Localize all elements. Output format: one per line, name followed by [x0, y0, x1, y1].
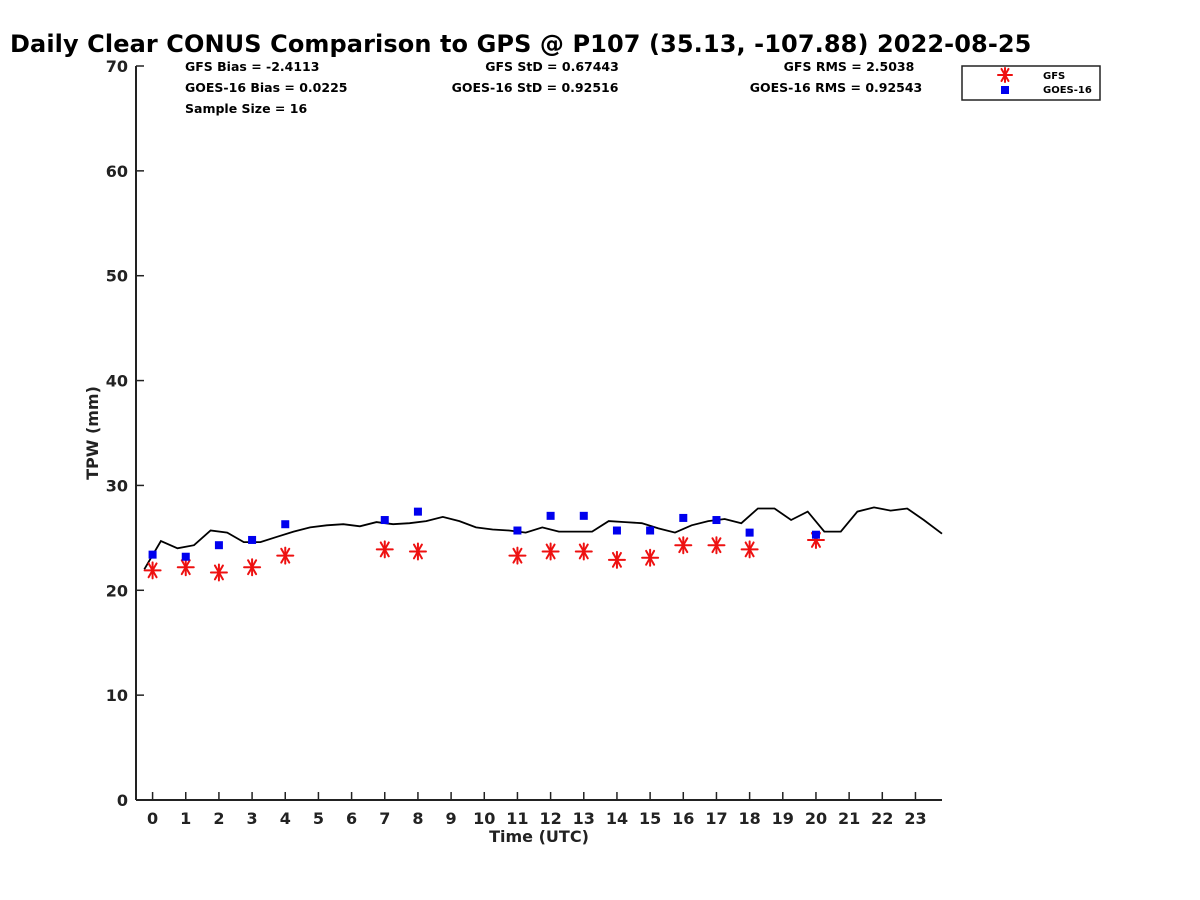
x-tick-label: 12	[539, 809, 561, 828]
x-tick-label: 17	[705, 809, 727, 828]
x-tick-label: 18	[738, 809, 760, 828]
goes16-point	[181, 552, 190, 561]
y-tick-label: 20	[106, 581, 128, 600]
gfs-point	[209, 563, 228, 582]
x-tick-label: 19	[772, 809, 794, 828]
y-tick-label: 0	[117, 791, 128, 810]
goes16-point	[281, 520, 290, 529]
x-tick-label: 3	[247, 809, 258, 828]
gfs-point	[143, 561, 162, 580]
goes-bias-text: GOES-16 Bias = 0.0225	[185, 80, 347, 95]
x-tick-label: 14	[606, 809, 628, 828]
gfs-point	[408, 542, 427, 561]
gfs-point	[641, 548, 660, 567]
legend: GFS GOES-16	[961, 65, 1101, 101]
y-axis-label: TPW (mm)	[83, 386, 102, 480]
gfs-point	[276, 546, 295, 565]
gfs-point	[607, 550, 626, 569]
x-tick-label: 4	[280, 809, 291, 828]
x-tick-label: 5	[313, 809, 324, 828]
gps-line	[143, 506, 943, 570]
gfs-point	[243, 558, 262, 577]
goes16-point	[646, 526, 655, 535]
y-ticks: 0 10 20 30 40 50 60 70	[106, 57, 144, 810]
goes16-point	[546, 511, 555, 520]
x-tick-label: 11	[506, 809, 528, 828]
x-tick-label: 0	[147, 809, 158, 828]
x-tick-label: 20	[805, 809, 827, 828]
y-tick-label: 30	[106, 476, 128, 495]
x-tick-label: 15	[639, 809, 661, 828]
x-tick-label: 13	[573, 809, 595, 828]
gfs-point	[707, 536, 726, 555]
x-tick-label: 9	[446, 809, 457, 828]
y-tick-label: 40	[106, 372, 128, 391]
legend-gfs-asterisk	[997, 67, 1013, 83]
goes16-point	[148, 550, 157, 559]
gfs-point	[740, 540, 759, 559]
gfs-point	[508, 546, 527, 565]
goes16-point	[745, 528, 754, 537]
goes16-point	[513, 526, 522, 535]
goes16-point	[413, 507, 422, 516]
goes16-point	[811, 530, 820, 539]
x-tick-label: 21	[838, 809, 860, 828]
goes-std-text: GOES-16 StD = 0.92516	[452, 80, 619, 95]
statistics-block: GFS Bias = -2.4113 GOES-16 Bias = 0.0225…	[185, 59, 922, 116]
goes16-point	[248, 535, 257, 544]
y-tick-label: 50	[106, 267, 128, 286]
gfs-point	[574, 542, 593, 561]
series-layer	[143, 506, 943, 582]
plot-axes	[135, 66, 942, 801]
x-tick-label: 10	[473, 809, 495, 828]
goes-rms-text: GOES-16 RMS = 0.92543	[750, 80, 923, 95]
goes16-point	[712, 516, 721, 525]
goes16-point	[679, 513, 688, 522]
sample-size-text: Sample Size = 16	[185, 101, 307, 116]
goes16-point	[380, 516, 389, 525]
gfs-rms-text: GFS RMS = 2.5038	[784, 59, 915, 74]
gfs-point	[375, 540, 394, 559]
gfs-point	[541, 542, 560, 561]
x-tick-label: 7	[379, 809, 390, 828]
x-tick-label: 22	[871, 809, 893, 828]
x-tick-label: 23	[904, 809, 926, 828]
y-tick-label: 10	[106, 686, 128, 705]
chart-title: Daily Clear CONUS Comparison to GPS @ P1…	[10, 30, 1032, 58]
x-tick-label: 1	[180, 809, 191, 828]
goes16-point	[579, 511, 588, 520]
gfs-std-text: GFS StD = 0.67443	[485, 59, 619, 74]
goes16-point	[214, 541, 223, 550]
gfs-bias-text: GFS Bias = -2.4113	[185, 59, 319, 74]
x-tick-label: 6	[346, 809, 357, 828]
y-tick-label: 60	[106, 162, 128, 181]
legend-box	[961, 65, 1101, 101]
x-tick-label: 8	[412, 809, 423, 828]
gfs-point	[674, 536, 693, 555]
gfs-point	[176, 558, 195, 577]
x-tick-label: 16	[672, 809, 694, 828]
x-ticks: 0 1 2 3 4 5 6 7 8 9 10 11 12 13 14 15 16 17 18 19 20 21 22 23	[147, 792, 927, 828]
y-tick-label: 70	[106, 57, 128, 76]
x-axis-label: Time (UTC)	[489, 827, 589, 846]
goes16-point	[612, 526, 621, 535]
x-tick-label: 2	[213, 809, 224, 828]
legend-goes-label: GOES-16	[1043, 85, 1092, 96]
legend-gfs-marker	[997, 67, 1013, 83]
legend-goes-marker	[1001, 86, 1009, 94]
legend-gfs-label: GFS	[1043, 71, 1065, 82]
